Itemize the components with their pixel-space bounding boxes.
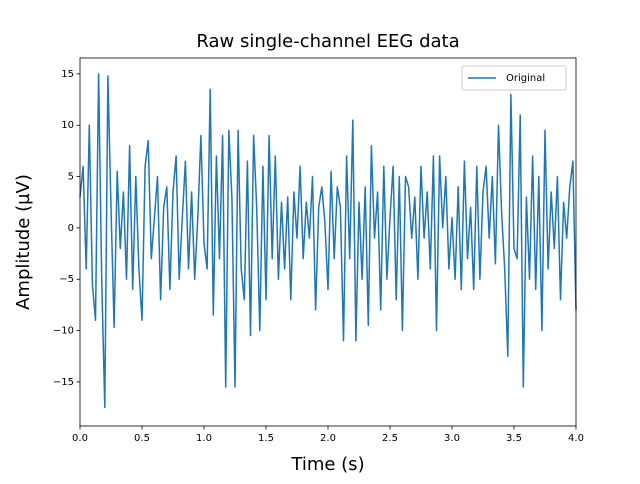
y-tick-label: −15 xyxy=(53,377,74,388)
x-tick-label: 0.5 xyxy=(134,433,150,444)
x-tick-label: 3.5 xyxy=(506,433,522,444)
x-tick-label: 4.0 xyxy=(568,433,584,444)
chart-title: Raw single-channel EEG data xyxy=(196,31,459,52)
y-tick-label: 10 xyxy=(61,120,74,131)
y-axis-label: Amplitude (µV) xyxy=(13,174,34,310)
data-line xyxy=(79,73,577,409)
x-axis-label: Time (s) xyxy=(290,454,364,475)
x-tick-label: 2.0 xyxy=(320,433,336,444)
y-tick-label: −5 xyxy=(59,274,74,285)
x-tick-label: 1.0 xyxy=(196,433,212,444)
y-tick-label: 5 xyxy=(68,172,74,183)
x-tick-label: 0.0 xyxy=(72,433,88,444)
legend-label: Original xyxy=(506,73,545,84)
plot-frame xyxy=(79,57,577,427)
x-tick-label: 1.5 xyxy=(258,433,274,444)
y-tick-label: 0 xyxy=(68,223,74,234)
y-tick-label: 15 xyxy=(61,69,74,80)
x-tick-label: 2.5 xyxy=(382,433,398,444)
x-tick-label: 3.0 xyxy=(444,433,460,444)
legend-box xyxy=(461,65,567,91)
y-tick-label: −10 xyxy=(53,326,74,337)
